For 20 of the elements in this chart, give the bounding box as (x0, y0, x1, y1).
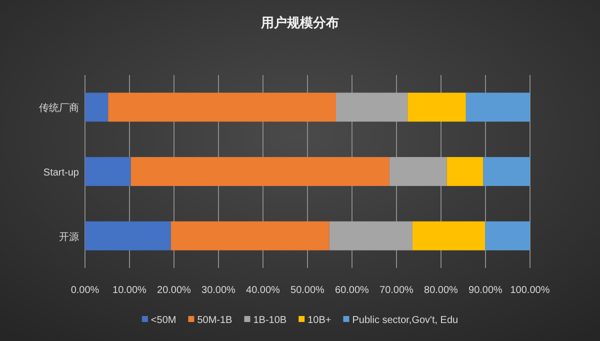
x-tick-label: 50.00% (290, 285, 325, 296)
x-tick-label: 70.00% (380, 285, 414, 296)
chart-title: 用户规模分布 (260, 15, 339, 30)
x-tick-label: 90.00% (468, 285, 503, 296)
legend-label: 1B-10B (253, 315, 287, 326)
legend-label: 10B+ (308, 315, 332, 326)
x-tick-label: 0.00% (70, 285, 100, 296)
x-tick-label: 80.00% (424, 285, 458, 296)
legend-label: <50M (150, 315, 176, 326)
x-tick-label: 40.00% (246, 285, 280, 296)
legend-label: 50M-1B (197, 315, 233, 326)
legend-label: Public sector,Gov't, Edu (352, 315, 458, 326)
x-tick-label: 100.00% (510, 285, 550, 296)
x-tick-label: 30.00% (202, 285, 236, 296)
y-tick-label: 开源 (59, 230, 79, 243)
x-tick-label: 60.00% (335, 285, 370, 296)
y-tick-label: 传统厂商 (39, 102, 79, 114)
x-tick-label: 20.00% (157, 285, 192, 296)
y-tick-label: Start-up (43, 168, 80, 178)
x-tick-label: 10.00% (112, 285, 147, 296)
